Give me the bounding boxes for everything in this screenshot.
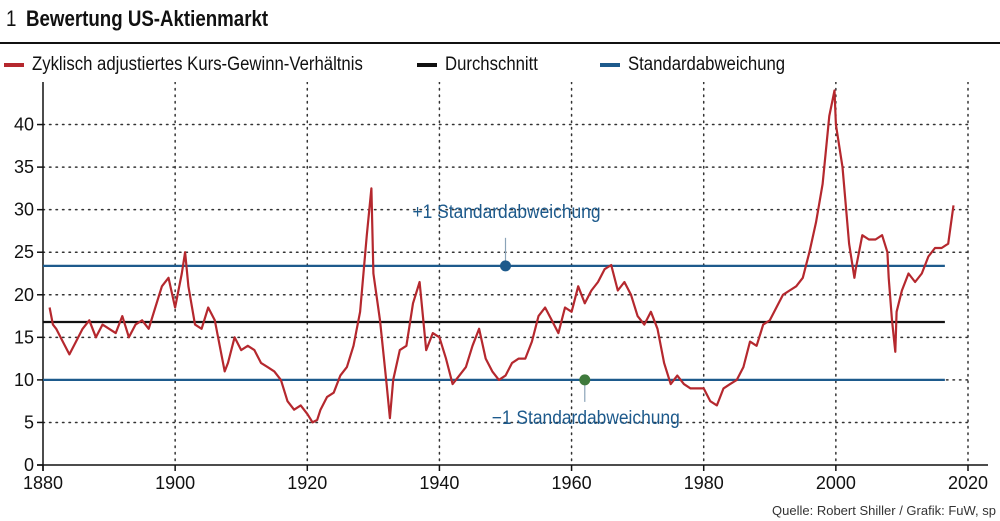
legend-swatch-std (600, 63, 620, 67)
x-tick-label-1900: 1900 (155, 473, 195, 493)
legend-item-std: Standardabweichung (600, 50, 807, 80)
x-tick-label-1980: 1980 (684, 473, 724, 493)
annotation-label-lower: −1 Standardabweichung (492, 408, 680, 429)
y-tick-label-20: 20 (14, 285, 34, 305)
legend-item-mean: Durchschnitt (417, 50, 551, 80)
y-tick-label-25: 25 (14, 242, 34, 262)
annotation-marker-lower (579, 374, 591, 386)
y-tick-label-5: 5 (24, 412, 34, 432)
legend-swatch-cape (4, 63, 24, 67)
y-tick-label-35: 35 (14, 157, 34, 177)
y-tick-label-40: 40 (14, 115, 34, 135)
legend-label-std: Standardabweichung (628, 54, 786, 75)
legend-label-cape: Zyklisch adjustiertes Kurs-Gewinn-Verhäl… (32, 54, 363, 75)
figure-number: 1 (6, 6, 17, 31)
x-tick-label-1920: 1920 (287, 473, 327, 493)
legend-item-cape: Zyklisch adjustiertes Kurs-Gewinn-Verhäl… (4, 50, 408, 80)
legend-swatch-mean (417, 63, 437, 67)
chart-title: Bewertung US-Aktienmarkt (26, 6, 269, 31)
x-tick-label-2000: 2000 (816, 473, 856, 493)
figure-title-row: 1 Bewertung US-Aktienmarkt (6, 6, 311, 38)
y-tick-label-10: 10 (14, 370, 34, 390)
x-tick-label-1880: 1880 (23, 473, 63, 493)
x-tick-label-2020: 2020 (948, 473, 988, 493)
source-note: Quelle: Robert Shiller / Grafik: FuW, sp (772, 503, 996, 518)
legend-label-mean: Durchschnitt (445, 54, 538, 75)
y-tick-label-15: 15 (14, 327, 34, 347)
chart-plot: 0 5 10 15 20 25 30 35 40 1880 1900 1920 1940 1960 1980… (14, 82, 988, 493)
series-line-cape (48, 89, 955, 424)
annotation-label-upper: +1 Standardabweichung (413, 202, 601, 223)
y-tick-label-0: 0 (24, 455, 34, 475)
chart-legend: Zyklisch adjustiertes Kurs-Gewinn-Verhäl… (0, 50, 1000, 80)
x-tick-label-1940: 1940 (419, 473, 459, 493)
title-divider (0, 42, 1000, 44)
annotation-marker-upper (500, 260, 511, 272)
x-tick-label-1960: 1960 (552, 473, 592, 493)
y-tick-label-30: 30 (14, 200, 34, 220)
